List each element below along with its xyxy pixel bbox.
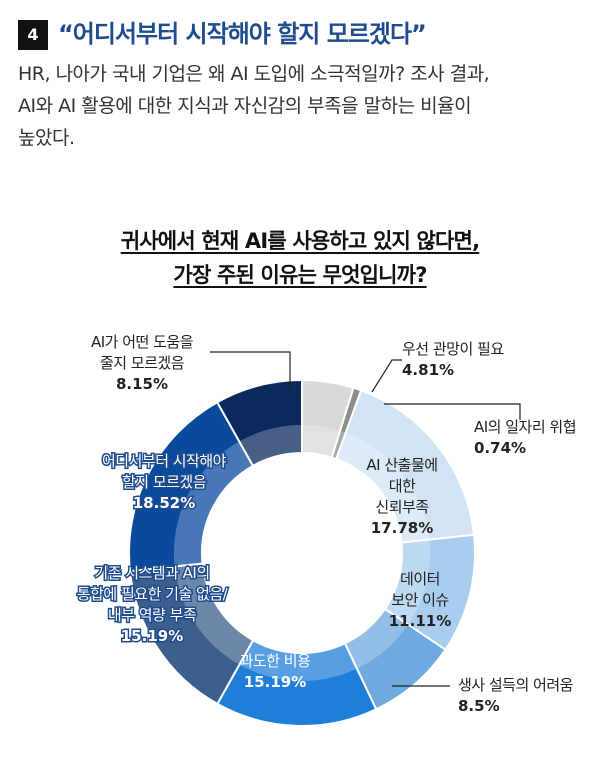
chart-title-line: 가장 주된 이유는 무엇입니까?	[173, 263, 427, 287]
slice-value-label: 18.52%	[133, 494, 195, 512]
slice-value-label: 15.19%	[244, 673, 306, 691]
slice-category-label: 우선 관망이 필요	[402, 340, 504, 358]
leader-line	[384, 403, 521, 420]
intro-line: HR, 나아가 국내 기업은 왜 AI 도입에 소극적일까? 조사 결과,	[18, 63, 490, 85]
intro-line: AI와 AI 활용에 대한 지식과 자신감의 부족을 말하는 비율이	[18, 95, 472, 117]
slice-category-label: 내부 역량 부족	[108, 606, 197, 624]
pie-slice	[215, 378, 303, 468]
intro-line: 높았다.	[18, 127, 75, 149]
slice-category-label: 과도한 비용	[240, 652, 311, 670]
header: 4 “어디서부터 시작해야 할지 모르겠다”	[18, 14, 588, 54]
slice-category-label: 기존 시스템과 AI의	[94, 564, 209, 582]
leader-line	[210, 351, 291, 392]
leader-line	[371, 359, 402, 393]
slice-category-label: 보안 이슈	[391, 591, 449, 609]
slice-label: 생사 설득의 어려움 8.5%	[458, 676, 573, 715]
slice-value-label: 0.74%	[474, 439, 526, 457]
slice-category-label: AI가 어떤 도움을	[91, 333, 193, 351]
slice-category-label: 데이터	[400, 570, 440, 588]
slice-value-label: 17.78%	[371, 519, 433, 537]
inner-ring-shade	[174, 425, 430, 681]
section-number-badge: 4	[18, 20, 48, 50]
slice-value-label: 15.19%	[121, 627, 183, 645]
slice-value-label: 8.15%	[116, 375, 168, 393]
slice-label: AI의 일자리 위협 0.74%	[474, 418, 577, 457]
chart-title: 귀사에서 현재 AI를 사용하고 있지 않다면, 가장 주된 이유는 무엇입니까…	[0, 224, 600, 292]
slice-category-label: 대한	[389, 477, 416, 495]
slice-category-label: 신뢰부족	[375, 498, 429, 516]
slice-category-label: 통합에 필요한 기술 없음/	[77, 585, 229, 603]
headline: “어디서부터 시작해야 할지 모르겠다”	[58, 20, 427, 48]
slice-category-label: 할지 모르겠음	[122, 473, 206, 491]
slice-category-label: AI 산출물에	[366, 456, 437, 474]
slice-label: 과도한 비용 15.19%	[240, 652, 311, 691]
slice-category-label: 줄지 모르겠음	[100, 354, 184, 372]
slice-label: 우선 관망이 필요 4.81%	[402, 340, 505, 379]
slice-value-label: 4.81%	[402, 361, 454, 379]
intro-text: HR, 나아가 국내 기업은 왜 AI 도입에 소극적일까? 조사 결과, AI…	[18, 58, 588, 154]
slice-category-label: 생사 설득의 어려움	[458, 676, 573, 694]
slice-category-label: 어디서부터 시작해야	[102, 452, 227, 470]
slice-category-label: AI의 일자리 위협	[474, 418, 576, 436]
pie-slice	[128, 400, 255, 573]
slice-value-label: 8.5%	[458, 697, 500, 715]
chart-title-line: 귀사에서 현재 AI를 사용하고 있지 않다면,	[120, 229, 480, 253]
slice-value-label: 11.11%	[389, 612, 451, 630]
